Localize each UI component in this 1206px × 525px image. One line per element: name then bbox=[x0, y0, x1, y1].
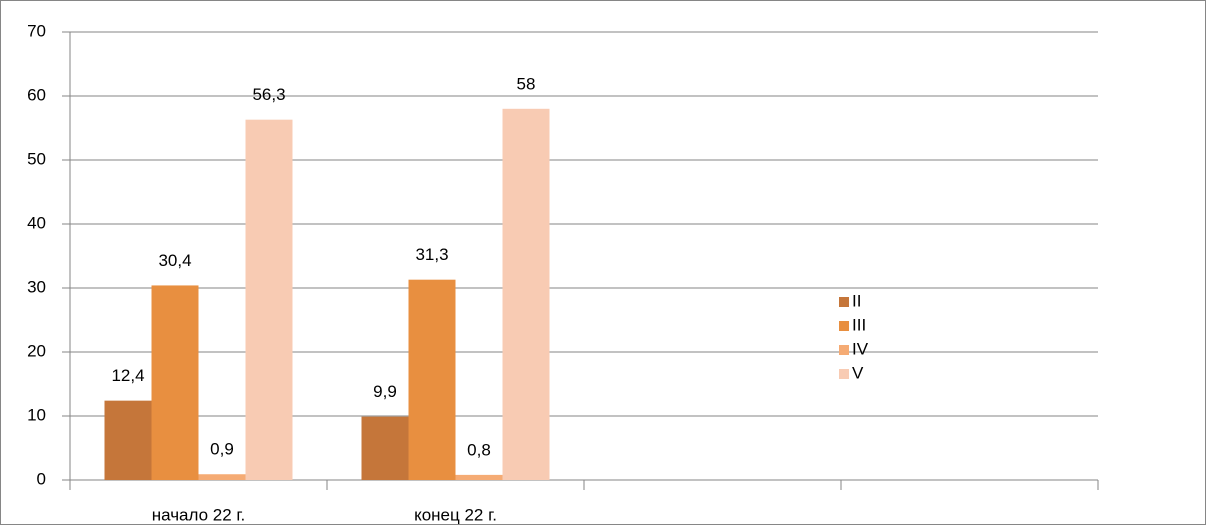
y-tick-label: 60 bbox=[27, 85, 46, 104]
data-label: 0,8 bbox=[467, 440, 491, 459]
legend-label: IV bbox=[852, 339, 869, 358]
bar bbox=[198, 474, 246, 480]
x-tick-label: начало 22 г. bbox=[152, 505, 246, 524]
data-label: 31,3 bbox=[415, 245, 448, 264]
data-label: 58 bbox=[517, 74, 536, 93]
y-tick-label: 50 bbox=[27, 149, 46, 168]
y-tick-label: 10 bbox=[27, 405, 46, 424]
legend-label: II bbox=[852, 291, 861, 310]
legend-swatch bbox=[839, 297, 849, 307]
legend-label: III bbox=[852, 315, 866, 334]
y-tick-label: 70 bbox=[27, 21, 46, 40]
bar bbox=[151, 285, 199, 480]
data-label: 56,3 bbox=[252, 85, 285, 104]
x-tick-label: конец 22 г. bbox=[414, 505, 497, 524]
data-label: 9,9 bbox=[373, 382, 397, 401]
y-tick-label: 0 bbox=[37, 469, 46, 488]
data-label: 12,4 bbox=[111, 366, 144, 385]
legend-swatch bbox=[839, 321, 849, 331]
legend-swatch bbox=[839, 345, 849, 355]
data-label: 0,9 bbox=[210, 440, 234, 459]
bar bbox=[408, 279, 456, 480]
legend-swatch bbox=[839, 369, 849, 379]
bar bbox=[455, 474, 503, 480]
y-tick-label: 40 bbox=[27, 213, 46, 232]
bar bbox=[502, 108, 550, 481]
legend-label: V bbox=[852, 363, 864, 382]
bar bbox=[104, 400, 152, 480]
y-tick-label: 30 bbox=[27, 277, 46, 296]
data-label: 30,4 bbox=[158, 251, 191, 270]
bar bbox=[361, 416, 409, 480]
y-tick-label: 20 bbox=[27, 341, 46, 360]
bar bbox=[245, 119, 293, 481]
